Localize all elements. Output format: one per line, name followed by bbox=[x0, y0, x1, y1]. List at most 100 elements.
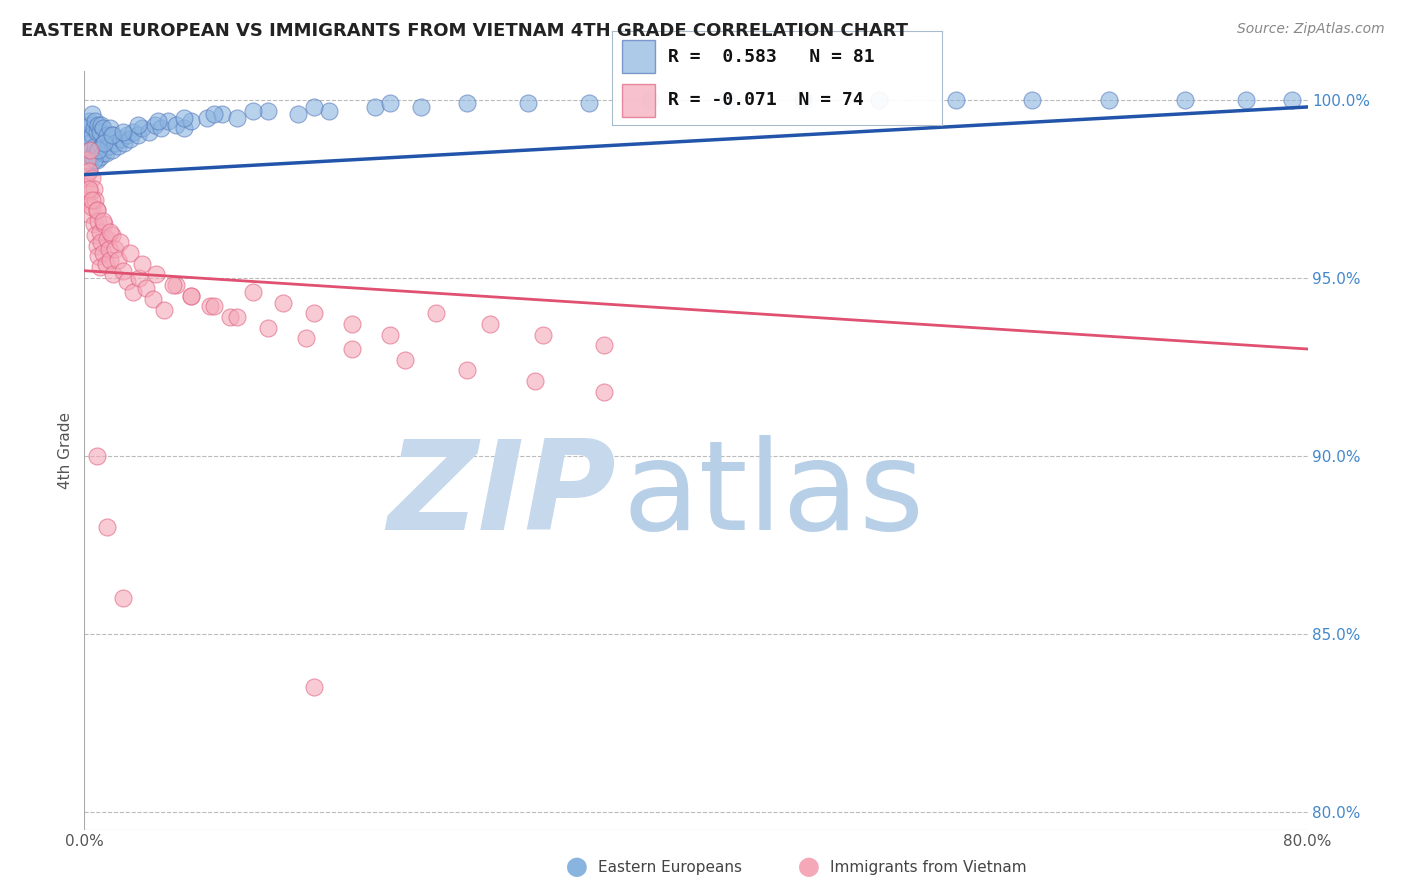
Point bbox=[80, 171, 103, 186]
Point bbox=[516, 96, 538, 111]
Point bbox=[84, 139, 107, 153]
Point bbox=[104, 136, 127, 150]
Point bbox=[135, 281, 157, 295]
Point bbox=[103, 267, 125, 281]
Point bbox=[80, 128, 103, 143]
Point bbox=[115, 274, 138, 288]
Point bbox=[77, 207, 100, 221]
Point bbox=[76, 121, 98, 136]
Point bbox=[122, 285, 145, 299]
Point bbox=[869, 93, 891, 107]
Point bbox=[145, 267, 167, 281]
Point bbox=[302, 100, 325, 114]
Point bbox=[1098, 93, 1121, 107]
Point bbox=[91, 246, 114, 260]
Point bbox=[394, 352, 416, 367]
Point bbox=[478, 317, 501, 331]
Point bbox=[173, 121, 195, 136]
Point bbox=[87, 250, 110, 264]
Point bbox=[83, 121, 105, 136]
Point bbox=[340, 317, 363, 331]
Point bbox=[75, 128, 97, 143]
Point bbox=[84, 114, 107, 128]
Point bbox=[792, 93, 814, 107]
Point bbox=[211, 107, 233, 121]
Point bbox=[97, 139, 120, 153]
Point bbox=[180, 114, 202, 128]
Point bbox=[380, 327, 402, 342]
Point bbox=[180, 288, 202, 302]
Point bbox=[77, 182, 100, 196]
Point bbox=[128, 270, 150, 285]
Point bbox=[120, 132, 142, 146]
Point bbox=[122, 125, 145, 139]
Point bbox=[202, 107, 225, 121]
Text: R =  0.583   N = 81: R = 0.583 N = 81 bbox=[668, 48, 875, 66]
Point bbox=[143, 118, 166, 132]
Point bbox=[77, 136, 100, 150]
Point bbox=[91, 214, 114, 228]
Point bbox=[86, 449, 108, 463]
Point bbox=[98, 121, 121, 136]
Point bbox=[79, 186, 101, 200]
Point bbox=[79, 118, 101, 132]
Text: Source: ZipAtlas.com: Source: ZipAtlas.com bbox=[1237, 22, 1385, 37]
Point bbox=[364, 100, 387, 114]
Point bbox=[90, 235, 112, 250]
Point bbox=[80, 193, 103, 207]
Point bbox=[127, 118, 149, 132]
Point bbox=[149, 121, 172, 136]
Point bbox=[146, 114, 169, 128]
Bar bbox=[621, 84, 655, 118]
Point bbox=[87, 143, 110, 157]
Point bbox=[425, 306, 447, 320]
Point bbox=[93, 136, 115, 150]
Point bbox=[218, 310, 240, 324]
Point bbox=[84, 228, 107, 243]
Point bbox=[142, 292, 165, 306]
Point bbox=[87, 143, 110, 157]
Text: Eastern Europeans: Eastern Europeans bbox=[598, 860, 741, 874]
Point bbox=[107, 139, 129, 153]
Point bbox=[79, 143, 101, 157]
Point bbox=[242, 103, 264, 118]
Point bbox=[271, 295, 294, 310]
Point bbox=[80, 107, 103, 121]
Text: Immigrants from Vietnam: Immigrants from Vietnam bbox=[830, 860, 1026, 874]
Point bbox=[287, 107, 309, 121]
Text: ⬤: ⬤ bbox=[797, 857, 820, 877]
Point bbox=[302, 680, 325, 694]
Point bbox=[1021, 93, 1043, 107]
Text: ZIP: ZIP bbox=[388, 435, 616, 557]
Point bbox=[180, 288, 202, 302]
Point bbox=[1281, 93, 1303, 107]
Point bbox=[87, 118, 110, 132]
Point bbox=[242, 285, 264, 299]
Point bbox=[456, 363, 478, 377]
Point bbox=[96, 232, 118, 246]
Point bbox=[127, 128, 149, 143]
Text: ⬤: ⬤ bbox=[565, 857, 588, 877]
Point bbox=[90, 118, 112, 132]
Point bbox=[524, 374, 547, 388]
Point bbox=[87, 214, 110, 228]
Point bbox=[77, 114, 100, 128]
Point bbox=[226, 310, 249, 324]
Point bbox=[93, 218, 115, 232]
Point bbox=[91, 121, 114, 136]
Point bbox=[593, 384, 616, 399]
Point bbox=[302, 306, 325, 320]
Point bbox=[162, 277, 184, 292]
Point bbox=[90, 139, 112, 153]
Point bbox=[86, 153, 108, 168]
Point bbox=[101, 228, 124, 243]
Point bbox=[93, 136, 115, 150]
Point bbox=[83, 182, 105, 196]
Point bbox=[153, 302, 176, 317]
Point bbox=[80, 200, 103, 214]
Point bbox=[89, 225, 111, 239]
Point bbox=[84, 193, 107, 207]
Point bbox=[131, 256, 153, 270]
Point bbox=[77, 164, 100, 178]
Point bbox=[83, 218, 105, 232]
